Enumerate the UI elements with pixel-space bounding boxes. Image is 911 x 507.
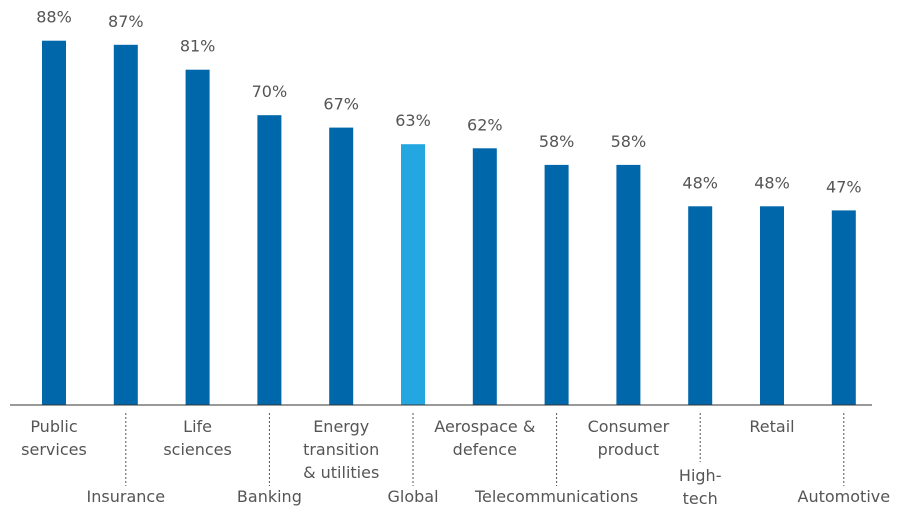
bar-11 <box>760 206 784 405</box>
category-label-2: Insurance <box>87 487 166 506</box>
bars <box>42 40 856 406</box>
bar-3 <box>185 69 210 405</box>
value-label-5: 67% <box>323 95 359 114</box>
value-labels: 88% 87% 81% 70% 67% 63% 62% 58% 58% 48% 48% 47% <box>36 8 861 197</box>
category-label-6: Global <box>387 487 438 506</box>
value-label-10: 48% <box>682 173 718 192</box>
value-label-4: 70% <box>252 82 288 101</box>
category-label-10: High-tech <box>679 466 722 507</box>
bar-10 <box>688 206 713 405</box>
bar-2 <box>113 44 138 406</box>
value-label-2: 87% <box>108 12 144 31</box>
value-label-12: 47% <box>826 177 862 196</box>
value-label-9: 58% <box>611 132 647 151</box>
category-label-8: Telecommunications <box>474 487 638 506</box>
category-label-4: Banking <box>237 487 302 506</box>
bar-9 <box>616 164 641 405</box>
value-label-8: 58% <box>539 132 575 151</box>
category-leader-lines <box>125 413 845 486</box>
bar-4 <box>257 115 282 405</box>
value-label-6: 63% <box>395 111 431 130</box>
category-labels: Public services Insurance Life sciences Banki… <box>21 417 890 507</box>
bar-12 <box>831 210 856 405</box>
bar-8 <box>544 164 569 405</box>
value-label-3: 81% <box>180 37 216 56</box>
value-label-7: 62% <box>467 115 503 134</box>
bar-7 <box>472 148 497 406</box>
value-label-11: 48% <box>754 173 790 192</box>
bar-5 <box>329 127 354 405</box>
bar-6 <box>401 144 425 405</box>
category-label-12: Automotive <box>798 487 891 506</box>
category-label-3: Life sciences <box>163 417 232 459</box>
bar-1 <box>42 40 66 405</box>
category-label-1: Public services <box>21 417 87 459</box>
category-label-11: Retail <box>749 417 794 436</box>
category-label-7: Aerospace & defence <box>434 417 535 459</box>
category-label-9: Consumer product <box>588 417 670 459</box>
value-label-1: 88% <box>36 8 72 27</box>
category-label-5: Energy transition & utilities <box>303 417 379 482</box>
